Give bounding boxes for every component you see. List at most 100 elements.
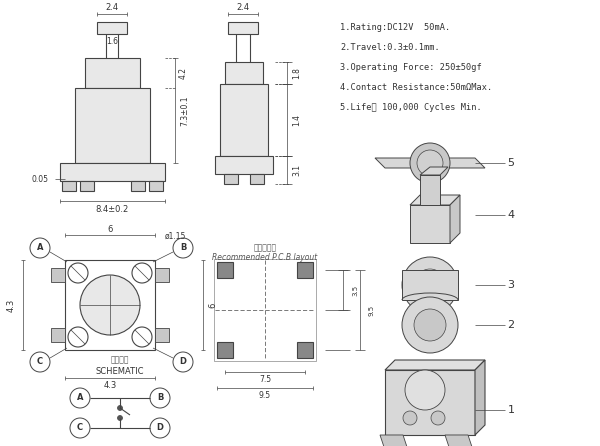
Bar — [131, 181, 145, 191]
Circle shape — [173, 238, 193, 258]
Bar — [228, 22, 258, 34]
Text: 9.5: 9.5 — [259, 392, 271, 401]
Text: 2.Travel:0.3±0.1mm.: 2.Travel:0.3±0.1mm. — [340, 44, 440, 53]
Circle shape — [417, 150, 443, 176]
Circle shape — [414, 269, 446, 301]
Text: 4: 4 — [508, 210, 515, 220]
Polygon shape — [410, 195, 460, 205]
Bar — [155, 328, 169, 342]
Circle shape — [150, 388, 170, 408]
Circle shape — [80, 275, 140, 335]
Text: 8.4±0.2: 8.4±0.2 — [96, 205, 129, 214]
Bar — [224, 174, 238, 184]
Bar — [410, 205, 450, 243]
Text: 4.Contact Resistance:50mΩMax.: 4.Contact Resistance:50mΩMax. — [340, 83, 492, 92]
Bar — [62, 181, 76, 191]
Text: 6: 6 — [107, 226, 113, 235]
Polygon shape — [380, 435, 407, 446]
Text: C: C — [37, 358, 43, 367]
Text: 4.2: 4.2 — [179, 67, 187, 79]
Bar — [214, 259, 316, 361]
Bar — [51, 328, 65, 342]
Text: 1: 1 — [508, 405, 515, 415]
Text: D: D — [157, 424, 163, 433]
Text: 4.3: 4.3 — [103, 381, 116, 391]
Text: A: A — [37, 244, 43, 252]
Text: 7.3±0.1: 7.3±0.1 — [181, 95, 190, 126]
Circle shape — [403, 411, 417, 425]
Circle shape — [132, 327, 152, 347]
Text: 5: 5 — [508, 158, 515, 168]
Text: ø1.15: ø1.15 — [164, 231, 185, 240]
Polygon shape — [385, 360, 485, 370]
Circle shape — [118, 405, 122, 410]
Bar — [385, 370, 475, 435]
Text: 3: 3 — [508, 280, 515, 290]
Text: 7.5: 7.5 — [259, 376, 271, 384]
Bar — [155, 268, 169, 282]
Text: 1.8: 1.8 — [293, 67, 302, 79]
Circle shape — [132, 263, 152, 283]
Polygon shape — [375, 158, 485, 168]
Text: 2.4: 2.4 — [106, 4, 119, 12]
Bar — [75, 88, 150, 163]
Bar — [97, 22, 127, 34]
Bar — [250, 174, 264, 184]
Text: B: B — [157, 393, 163, 402]
Text: 印制線路板: 印制線路板 — [253, 244, 277, 252]
Text: 1.Rating:DC12V  50mA.: 1.Rating:DC12V 50mA. — [340, 24, 450, 33]
Bar — [297, 342, 313, 358]
Circle shape — [30, 352, 50, 372]
Text: B: B — [180, 244, 186, 252]
Text: SCHEMATIC: SCHEMATIC — [96, 368, 144, 376]
Text: 6: 6 — [209, 302, 218, 308]
Circle shape — [410, 143, 450, 183]
Text: 9.5: 9.5 — [368, 305, 374, 316]
Bar — [402, 270, 458, 300]
Bar — [225, 62, 263, 84]
Text: 4.3: 4.3 — [7, 298, 16, 312]
Bar — [149, 181, 163, 191]
Text: 電路圖樣: 電路圖樣 — [111, 355, 129, 364]
Circle shape — [414, 309, 446, 341]
Text: 3.Operating Force: 250±50gf: 3.Operating Force: 250±50gf — [340, 63, 482, 73]
Bar — [215, 156, 273, 174]
Text: 1.4: 1.4 — [293, 114, 302, 126]
Text: 1.6: 1.6 — [106, 37, 118, 46]
Circle shape — [173, 352, 193, 372]
Text: Recommended P.C.B layout: Recommended P.C.B layout — [212, 253, 317, 263]
Bar — [80, 181, 94, 191]
Circle shape — [30, 238, 50, 258]
Circle shape — [150, 418, 170, 438]
Text: A: A — [77, 393, 83, 402]
Circle shape — [402, 257, 458, 313]
Bar — [217, 262, 233, 278]
Circle shape — [70, 418, 90, 438]
Text: 2: 2 — [508, 320, 515, 330]
Bar — [217, 342, 233, 358]
Text: 3.5: 3.5 — [352, 285, 358, 296]
Bar — [60, 163, 165, 181]
Polygon shape — [450, 195, 460, 243]
Bar — [85, 58, 140, 88]
Circle shape — [402, 297, 458, 353]
Bar — [297, 262, 313, 278]
Circle shape — [68, 263, 88, 283]
Circle shape — [70, 388, 90, 408]
Bar — [65, 260, 155, 350]
Text: D: D — [179, 358, 187, 367]
Circle shape — [405, 370, 445, 410]
Circle shape — [68, 327, 88, 347]
Circle shape — [431, 411, 445, 425]
Text: 5.Life： 100,000 Cycles Min.: 5.Life： 100,000 Cycles Min. — [340, 103, 482, 112]
Polygon shape — [445, 435, 472, 446]
Text: 3.1: 3.1 — [293, 164, 302, 176]
Bar — [51, 268, 65, 282]
Polygon shape — [475, 360, 485, 435]
Text: C: C — [77, 424, 83, 433]
Bar — [220, 84, 268, 156]
Circle shape — [118, 416, 122, 421]
Bar — [420, 175, 440, 205]
Text: 0.05: 0.05 — [32, 174, 49, 183]
Text: 2.4: 2.4 — [236, 4, 250, 12]
